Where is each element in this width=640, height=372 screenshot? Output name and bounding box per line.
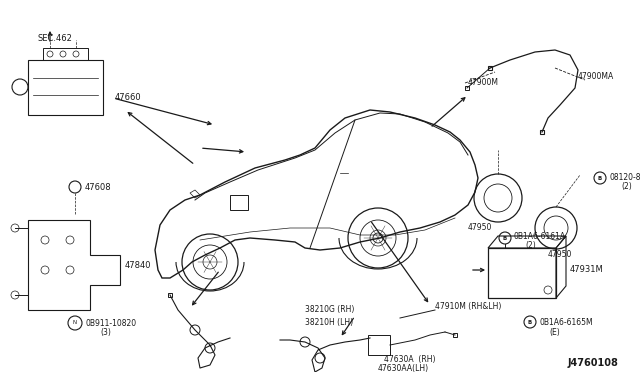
Text: (2): (2) [621, 182, 632, 191]
Text: B: B [503, 235, 507, 241]
Text: SEC.462: SEC.462 [37, 34, 72, 43]
Text: 47950: 47950 [548, 250, 572, 259]
Text: 47900MA: 47900MA [578, 72, 614, 81]
Text: 47900M: 47900M [468, 78, 499, 87]
Text: 47910M (RH&LH): 47910M (RH&LH) [435, 302, 501, 311]
Text: 38210H (LH): 38210H (LH) [305, 318, 353, 327]
Text: 47931M: 47931M [570, 264, 604, 273]
Text: J4760108: J4760108 [568, 358, 619, 368]
Text: 47840: 47840 [125, 260, 152, 269]
Text: 0B911-10820: 0B911-10820 [86, 319, 137, 328]
Text: B: B [598, 176, 602, 180]
Text: (2): (2) [525, 241, 536, 250]
Text: 38210G (RH): 38210G (RH) [305, 305, 355, 314]
Text: 47660: 47660 [115, 93, 141, 103]
Text: 47950: 47950 [468, 223, 492, 232]
Text: (3): (3) [100, 328, 111, 337]
Text: (E): (E) [549, 328, 560, 337]
Text: 47608: 47608 [85, 183, 111, 192]
Text: B: B [528, 320, 532, 324]
Text: N: N [73, 321, 77, 326]
Text: 47630A  (RH): 47630A (RH) [384, 355, 435, 364]
Text: 0B1A6-6161A: 0B1A6-6161A [514, 232, 566, 241]
Text: 0B1A6-6165M: 0B1A6-6165M [539, 318, 593, 327]
Text: 08120-8162E: 08120-8162E [609, 173, 640, 182]
Text: 47630AA(LH): 47630AA(LH) [378, 364, 429, 372]
